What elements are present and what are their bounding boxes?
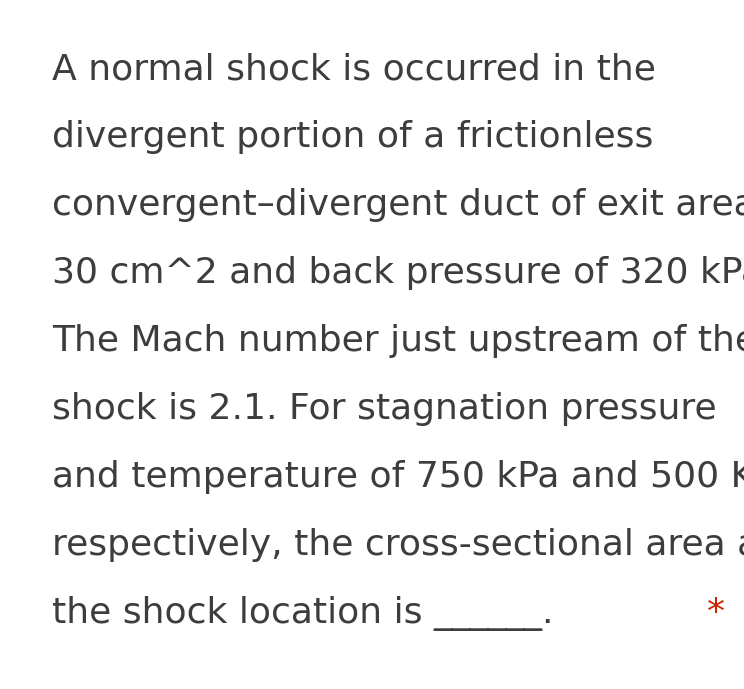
Text: the shock location is ______.: the shock location is ______.: [52, 596, 554, 631]
Text: *: *: [707, 596, 725, 630]
Text: A normal shock is occurred in the: A normal shock is occurred in the: [52, 52, 656, 86]
Text: divergent portion of a frictionless: divergent portion of a frictionless: [52, 120, 653, 154]
Text: The Mach number just upstream of the: The Mach number just upstream of the: [52, 324, 744, 358]
Text: respectively, the cross-sectional area at: respectively, the cross-sectional area a…: [52, 528, 744, 562]
Text: and temperature of 750 kPa and 500 K: and temperature of 750 kPa and 500 K: [52, 460, 744, 494]
Text: 30 cm^2 and back pressure of 320 kPa.: 30 cm^2 and back pressure of 320 kPa.: [52, 256, 744, 290]
Text: convergent–divergent duct of exit area: convergent–divergent duct of exit area: [52, 188, 744, 222]
Text: shock is 2.1. For stagnation pressure: shock is 2.1. For stagnation pressure: [52, 392, 716, 426]
